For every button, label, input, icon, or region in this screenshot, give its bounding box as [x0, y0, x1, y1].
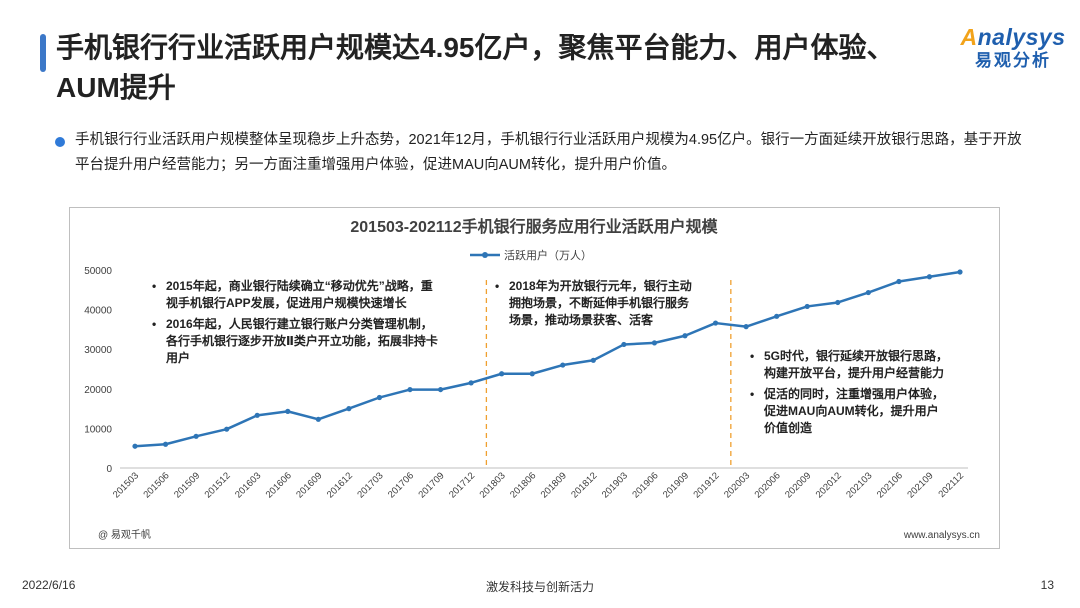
annotation-2018-2019: 2018年为开放银行元年，银行主动拥抱场景，不断延伸手机银行服务场景，推动场景获…	[495, 278, 695, 333]
x-tick-label: 201509	[172, 470, 202, 500]
data-point	[560, 362, 566, 368]
logo-english: nalysys	[977, 24, 1066, 50]
x-tick-label: 201706	[386, 470, 416, 500]
data-point	[896, 278, 902, 285]
chart-website: www.analysys.cn	[903, 530, 980, 541]
footer-slogan: 激发科技与创新活力	[485, 580, 594, 594]
data-point	[682, 333, 688, 339]
x-tick-label: 201503	[111, 470, 141, 500]
title-accent-bar	[40, 34, 46, 72]
data-point	[957, 269, 963, 275]
data-point	[926, 274, 933, 280]
x-tick-label: 201806	[508, 470, 538, 500]
annotation-2015-2017: 2015年起，商业银行陆续确立“移动优先”战略，重视手机银行APP发展，促进用户…	[152, 278, 442, 371]
x-tick-label: 201506	[141, 470, 171, 500]
x-tick-label: 201903	[600, 470, 630, 500]
annotation-item: 5G时代，银行延续开放银行思路，构建开放平台，提升用户经营能力	[750, 348, 950, 382]
data-point	[193, 433, 199, 439]
data-point	[468, 380, 474, 386]
x-tick-label: 201909	[661, 470, 691, 500]
data-point	[254, 412, 260, 418]
data-point	[132, 443, 138, 449]
data-point	[865, 289, 871, 296]
data-point	[835, 299, 841, 306]
data-point	[651, 340, 658, 346]
x-tick-label: 201603	[233, 470, 263, 500]
legend-marker	[482, 252, 488, 258]
summary-bullet-icon	[55, 137, 65, 147]
data-point	[712, 320, 719, 326]
x-tick-label: 201709	[416, 470, 446, 500]
x-tick-label: 201512	[203, 470, 233, 500]
legend-label: 活跃用户（万人）	[504, 248, 592, 262]
data-point	[774, 313, 780, 319]
x-tick-label: 202006	[753, 470, 783, 500]
annotation-item: 2018年为开放银行元年，银行主动拥抱场景，不断延伸手机银行服务场景，推动场景获…	[495, 278, 695, 329]
data-point	[743, 324, 749, 330]
chart-container: 201503-202112手机银行服务应用行业活跃用户规模 活跃用户（万人） 5…	[69, 207, 1000, 549]
summary-text: 手机银行行业活跃用户规模整体呈现稳步上升态势，2021年12月，手机银行行业活跃…	[75, 132, 1022, 173]
annotation-item: 促活的同时，注重增强用户体验，促进MAU向AUM转化，提升用户价值创造	[750, 386, 950, 437]
x-tick-label: 202106	[875, 470, 905, 500]
x-tick-label: 201712	[447, 470, 477, 500]
data-point	[499, 371, 505, 377]
line-chart: 201503-202112手机银行服务应用行业活跃用户规模 活跃用户（万人） 5…	[84, 217, 980, 541]
data-point	[315, 416, 321, 422]
chart-source: @ 易观千帆	[98, 528, 151, 541]
page-number: 13	[1040, 578, 1054, 592]
x-tick-label: 201812	[569, 470, 599, 500]
data-point	[224, 426, 230, 432]
annotation-2020-2021: 5G时代，银行延续开放银行思路，构建开放平台，提升用户经营能力 促活的同时，注重…	[750, 348, 950, 441]
x-tick-label: 201703	[355, 470, 385, 500]
page-title: 手机银行行业活跃用户规模达4.95亿户，聚焦平台能力、用户体验、AUM提升	[56, 32, 895, 103]
x-tick-label: 201606	[264, 470, 294, 500]
chart-title: 201503-202112手机银行服务应用行业活跃用户规模	[350, 217, 718, 236]
footer-date: 2022/6/16	[22, 578, 76, 592]
data-point	[162, 441, 169, 447]
x-tick-label: 202003	[722, 470, 752, 500]
x-tick-label: 201809	[539, 470, 569, 500]
x-tick-label: 201912	[691, 470, 721, 500]
data-point	[346, 406, 352, 412]
data-point	[407, 386, 413, 393]
logo-chinese: 易观分析	[975, 51, 1051, 70]
data-point	[285, 408, 291, 414]
analysys-logo: Analysys 易观分析	[958, 24, 1068, 72]
data-point	[437, 386, 444, 393]
data-point	[621, 341, 627, 348]
series-line	[134, 270, 961, 448]
annotation-item: 2015年起，商业银行陆续确立“移动优先”战略，重视手机银行APP发展，促进用户…	[152, 278, 442, 312]
x-tick-label: 202009	[783, 470, 813, 500]
y-tick-label: 10000	[84, 424, 112, 435]
x-tick-label: 202109	[905, 470, 935, 500]
x-tick-label: 201609	[294, 470, 324, 500]
x-tick-label: 201906	[630, 470, 660, 500]
x-tick-label: 202112	[936, 470, 966, 500]
annotation-item: 2016年起，人民银行建立银行账户分类管理机制，各行手机银行逐步开放Ⅱ类户开立功…	[152, 316, 442, 367]
logo-initial: A	[960, 24, 978, 50]
x-tick-label: 202012	[814, 470, 844, 500]
y-tick-label: 20000	[84, 385, 112, 396]
y-tick-label: 0	[106, 464, 112, 475]
data-point	[376, 394, 383, 401]
y-tick-label: 40000	[84, 306, 112, 317]
x-tick-label: 201612	[325, 470, 355, 500]
data-point	[590, 357, 596, 363]
x-tick-label: 201803	[478, 470, 508, 500]
data-point	[804, 303, 810, 310]
y-tick-label: 30000	[84, 345, 112, 356]
data-point	[529, 371, 535, 377]
y-tick-label: 50000	[84, 266, 112, 277]
x-tick-label: 202103	[844, 470, 874, 500]
